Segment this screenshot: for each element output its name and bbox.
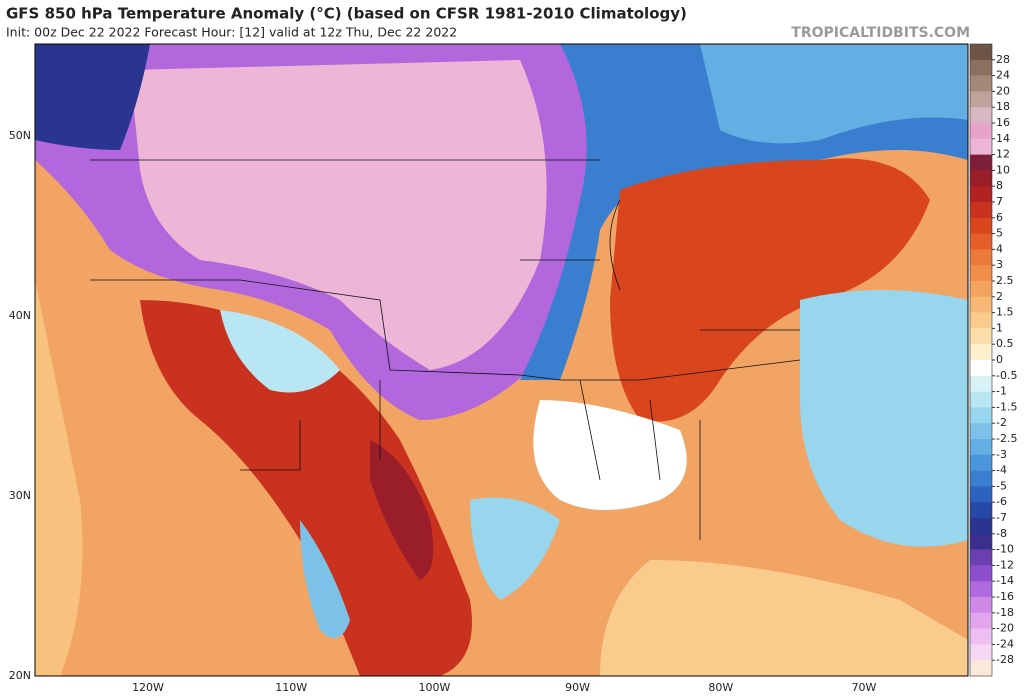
colorbar-label: 20 (996, 84, 1010, 97)
colorbar-label: 16 (996, 116, 1010, 129)
colorbar-label: -2.5 (996, 432, 1017, 445)
colorbar-label: -28 (996, 653, 1014, 666)
colorbar-swatch (970, 59, 992, 76)
title: GFS 850 hPa Temperature Anomaly (°C) (ba… (6, 5, 687, 23)
colorbar-label: -5 (996, 479, 1007, 492)
colorbar-label: -8 (996, 527, 1007, 540)
colorbar-label: -1 (996, 385, 1007, 398)
colorbar-swatch (970, 423, 992, 440)
colorbar-label: 0.5 (996, 337, 1014, 350)
colorbar-label: -1.5 (996, 400, 1017, 413)
colorbar-swatch (970, 597, 992, 614)
longitude-label: 120W (132, 681, 164, 694)
latitude-label: 40N (9, 309, 31, 322)
colorbar-swatch (970, 612, 992, 629)
colorbar-label: -12 (996, 558, 1014, 571)
colorbar-label: 28 (996, 53, 1010, 66)
colorbar-label: -14 (996, 574, 1014, 587)
colorbar-label: -3 (996, 448, 1007, 461)
colorbar-label: 18 (996, 100, 1010, 113)
colorbar-swatch (970, 217, 992, 234)
colorbar-label: -24 (996, 637, 1014, 650)
latitude-label: 50N (9, 129, 31, 142)
colorbar-label: -18 (996, 606, 1014, 619)
longitude-label: 100W (418, 681, 450, 694)
colorbar-label: 4 (996, 242, 1003, 255)
longitude-label: 110W (275, 681, 307, 694)
colorbar-label: 0 (996, 353, 1003, 366)
colorbar-swatch (970, 91, 992, 108)
colorbar-label: 2.5 (996, 274, 1014, 287)
colorbar-swatch (970, 391, 992, 408)
colorbar-swatch (970, 628, 992, 645)
colorbar-swatch (970, 454, 992, 471)
colorbar-swatch (970, 233, 992, 250)
colorbar-label: 24 (996, 69, 1010, 82)
colorbar-label: -16 (996, 590, 1014, 603)
map (34, 43, 969, 677)
colorbar-label: 1.5 (996, 306, 1014, 319)
colorbar-swatch (970, 407, 992, 424)
colorbar-swatch (970, 281, 992, 298)
colorbar-swatch (970, 360, 992, 377)
colorbar-label: 2 (996, 290, 1003, 303)
colorbar-swatch (970, 44, 992, 61)
colorbar-swatch (970, 138, 992, 155)
colorbar-label: -10 (996, 543, 1014, 556)
colorbar-swatch (970, 581, 992, 598)
colorbar-swatch (970, 249, 992, 266)
colorbar-label: 5 (996, 227, 1003, 240)
colorbar-swatch (970, 75, 992, 92)
colorbar-swatch (970, 565, 992, 582)
colorbar-label: -7 (996, 511, 1007, 524)
colorbar-label: -2 (996, 416, 1007, 429)
colorbar-label: 3 (996, 258, 1003, 271)
latitude-label: 30N (9, 489, 31, 502)
longitude-label: 80W (708, 681, 733, 694)
colorbar-swatch (970, 660, 992, 677)
colorbar-swatch (970, 265, 992, 282)
colorbar-label: -6 (996, 495, 1007, 508)
watermark: TROPICALTIDBITS.COM (791, 25, 970, 41)
longitude-label: 90W (565, 681, 590, 694)
colorbar-swatch (970, 123, 992, 140)
colorbar-label: 1 (996, 321, 1003, 334)
colorbar-swatch (970, 518, 992, 535)
colorbar-label: -4 (996, 464, 1007, 477)
colorbar-swatch (970, 296, 992, 313)
colorbar-label: -20 (996, 622, 1014, 635)
colorbar-swatch (970, 170, 992, 187)
colorbar-swatch (970, 644, 992, 661)
colorbar-label: 8 (996, 179, 1003, 192)
axes-labels: 50N 40N 30N 20N 120W 110W 100W 90W 80W 70W (9, 129, 877, 694)
colorbar-label: -0.5 (996, 369, 1017, 382)
colorbar-swatch (970, 186, 992, 203)
colorbar-swatch (970, 486, 992, 503)
colorbar-label: 7 (996, 195, 1003, 208)
colorbar: 28 24 20 18 16 14 12 10 8 7 6 5 4 3 2.5 2 1.5 1 0.5 0 -0.5 -1… (969, 43, 1017, 677)
colorbar-swatch (970, 439, 992, 456)
colorbar-swatch (970, 312, 992, 329)
colorbar-swatch (970, 154, 992, 171)
colorbar-swatch (970, 470, 992, 487)
colorbar-label: 14 (996, 132, 1010, 145)
colorbar-swatch (970, 344, 992, 361)
colorbar-label: 6 (996, 211, 1003, 224)
colorbar-swatch (970, 328, 992, 345)
longitude-label: 70W (852, 681, 877, 694)
colorbar-swatch (970, 202, 992, 219)
colorbar-swatch (970, 549, 992, 566)
colorbar-swatch (970, 375, 992, 392)
colorbar-swatch (970, 533, 992, 550)
subtitle: Init: 00z Dec 22 2022 Forecast Hour: [12… (6, 25, 457, 40)
colorbar-label: 12 (996, 148, 1010, 161)
colorbar-swatch (970, 502, 992, 519)
colorbar-swatch (970, 107, 992, 124)
latitude-label: 20N (9, 669, 31, 682)
colorbar-label: 10 (996, 163, 1010, 176)
